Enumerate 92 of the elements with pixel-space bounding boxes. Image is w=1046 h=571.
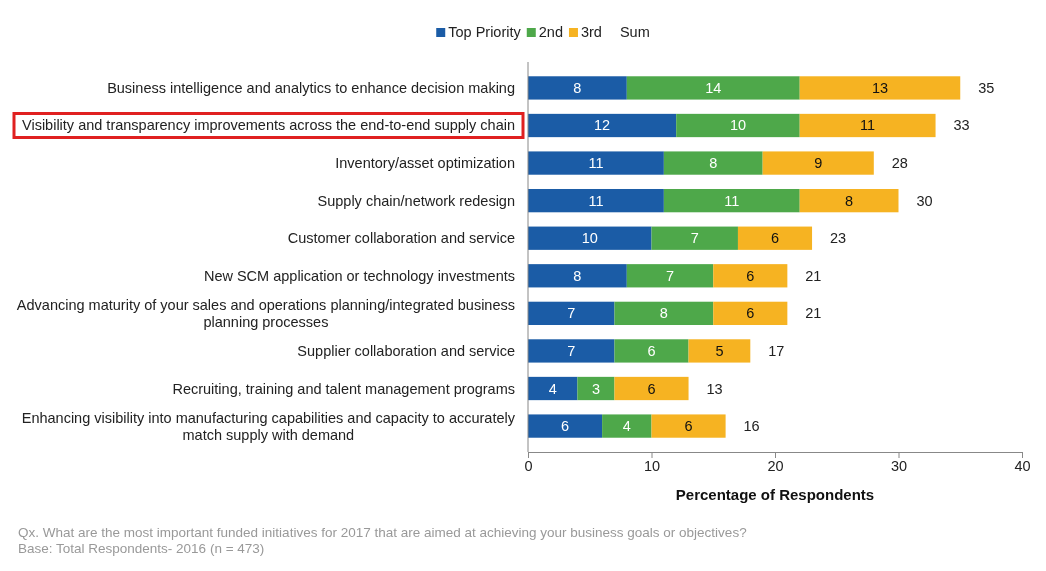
x-axis-title: Percentage of Respondents xyxy=(675,486,875,503)
data-label: 6 xyxy=(746,267,755,284)
text: Sum xyxy=(619,24,650,40)
data-label: 11 xyxy=(588,155,604,172)
bar xyxy=(799,76,961,100)
data-label: 7 xyxy=(690,230,699,247)
total-label: 33 xyxy=(953,117,970,134)
data-label: 7 xyxy=(665,267,675,284)
bar xyxy=(762,151,874,175)
data-label: 11 xyxy=(588,192,604,209)
data-label: 10 xyxy=(729,117,747,134)
bar xyxy=(651,414,726,438)
data-label: 8 xyxy=(659,305,668,322)
y-tick-label: Business intelligence and analytics to enhance decision making xyxy=(107,79,515,96)
data-label: 9 xyxy=(814,155,823,172)
data-label: 8 xyxy=(845,192,854,209)
data-label: 6 xyxy=(561,418,570,435)
data-label: 3 xyxy=(591,380,600,397)
data-label: 4 xyxy=(548,380,557,397)
bar xyxy=(528,301,615,326)
data-label: 8 xyxy=(573,267,582,284)
total-label: 13 xyxy=(706,380,723,397)
text: Qx. What are the most important funded initiatives for 2017 that are aimed at achieving your business goals or objectives? xyxy=(18,525,747,540)
total-label: 21 xyxy=(805,267,822,284)
bar xyxy=(528,339,615,363)
data-label: 6 xyxy=(647,342,656,359)
data-label: 8 xyxy=(709,155,718,172)
bar xyxy=(528,414,603,438)
bar xyxy=(651,226,738,250)
total-label: 23 xyxy=(829,230,847,247)
bar xyxy=(528,151,664,175)
data-label: 12 xyxy=(594,117,611,134)
bar xyxy=(663,151,763,175)
legend-label: Top Priority xyxy=(448,24,522,40)
data-label: 6 xyxy=(684,418,693,435)
total-label: 28 xyxy=(891,155,908,172)
data-label: 6 xyxy=(647,380,656,397)
bar xyxy=(799,188,899,213)
bar xyxy=(528,76,627,100)
bar xyxy=(528,113,677,138)
legend-label: 3rd xyxy=(580,24,602,40)
data-label: 11 xyxy=(860,117,876,134)
data-label: 8 xyxy=(573,79,582,96)
data-label: 7 xyxy=(567,342,576,359)
x-tick-label: 20 xyxy=(767,458,784,475)
y-tick-label: Visibility and transparency improvements across the end-to-end supply chain xyxy=(22,117,515,134)
bar xyxy=(663,188,800,213)
x-tick-label: 30 xyxy=(890,458,908,475)
total-label: 16 xyxy=(743,418,760,435)
bar xyxy=(737,226,813,250)
data-label: 10 xyxy=(581,230,598,247)
data-label: 5 xyxy=(715,342,724,359)
bar xyxy=(577,376,615,401)
text: Base: Total Respondents- 2016 (n = 473) xyxy=(18,541,265,556)
data-label: 6 xyxy=(770,230,780,247)
bar xyxy=(676,113,800,138)
bar xyxy=(528,264,627,288)
y-tick-label: Customer collaboration and service xyxy=(287,230,515,247)
bar xyxy=(626,264,714,288)
data-label: 14 xyxy=(705,79,722,96)
bar xyxy=(528,376,578,401)
total-label: 35 xyxy=(978,79,995,96)
bar xyxy=(688,339,751,363)
bar xyxy=(528,226,652,250)
bar xyxy=(614,376,689,401)
y-tick-label: New SCM application or technology investments xyxy=(203,267,515,284)
data-label: 11 xyxy=(724,192,740,209)
data-label: 4 xyxy=(622,418,631,435)
y-tick-label: Supply chain/network redesign xyxy=(317,192,515,209)
x-tick-label: 10 xyxy=(643,458,661,475)
bar xyxy=(602,414,652,438)
data-label: 6 xyxy=(746,305,755,322)
y-tick-label: Recruiting, training and talent management programs xyxy=(172,380,515,397)
data-label: 13 xyxy=(871,79,889,96)
y-tick-label: Supplier collaboration and service xyxy=(297,342,515,359)
y-tick-label: Inventory/asset optimization xyxy=(335,155,515,172)
y-tick-label: Advancing maturity of your sales and operations planning/integrated business planning processes xyxy=(16,296,515,330)
bar xyxy=(614,301,714,326)
x-tick-label: 0 xyxy=(524,458,533,475)
bar xyxy=(713,301,788,326)
bar xyxy=(799,113,936,138)
total-label: 30 xyxy=(916,192,933,209)
legend-label: 2nd xyxy=(538,24,563,40)
bar xyxy=(614,339,689,363)
bar xyxy=(528,188,664,213)
data-label: 7 xyxy=(567,305,576,322)
x-tick-label: 40 xyxy=(1014,458,1031,475)
bar xyxy=(626,76,800,100)
total-label: 17 xyxy=(768,342,785,359)
total-label: 21 xyxy=(805,305,822,322)
bar xyxy=(713,264,788,288)
y-tick-label: Enhancing visibility into manufacturing capabilities and capacity to accurately match supply with demand xyxy=(21,409,516,443)
